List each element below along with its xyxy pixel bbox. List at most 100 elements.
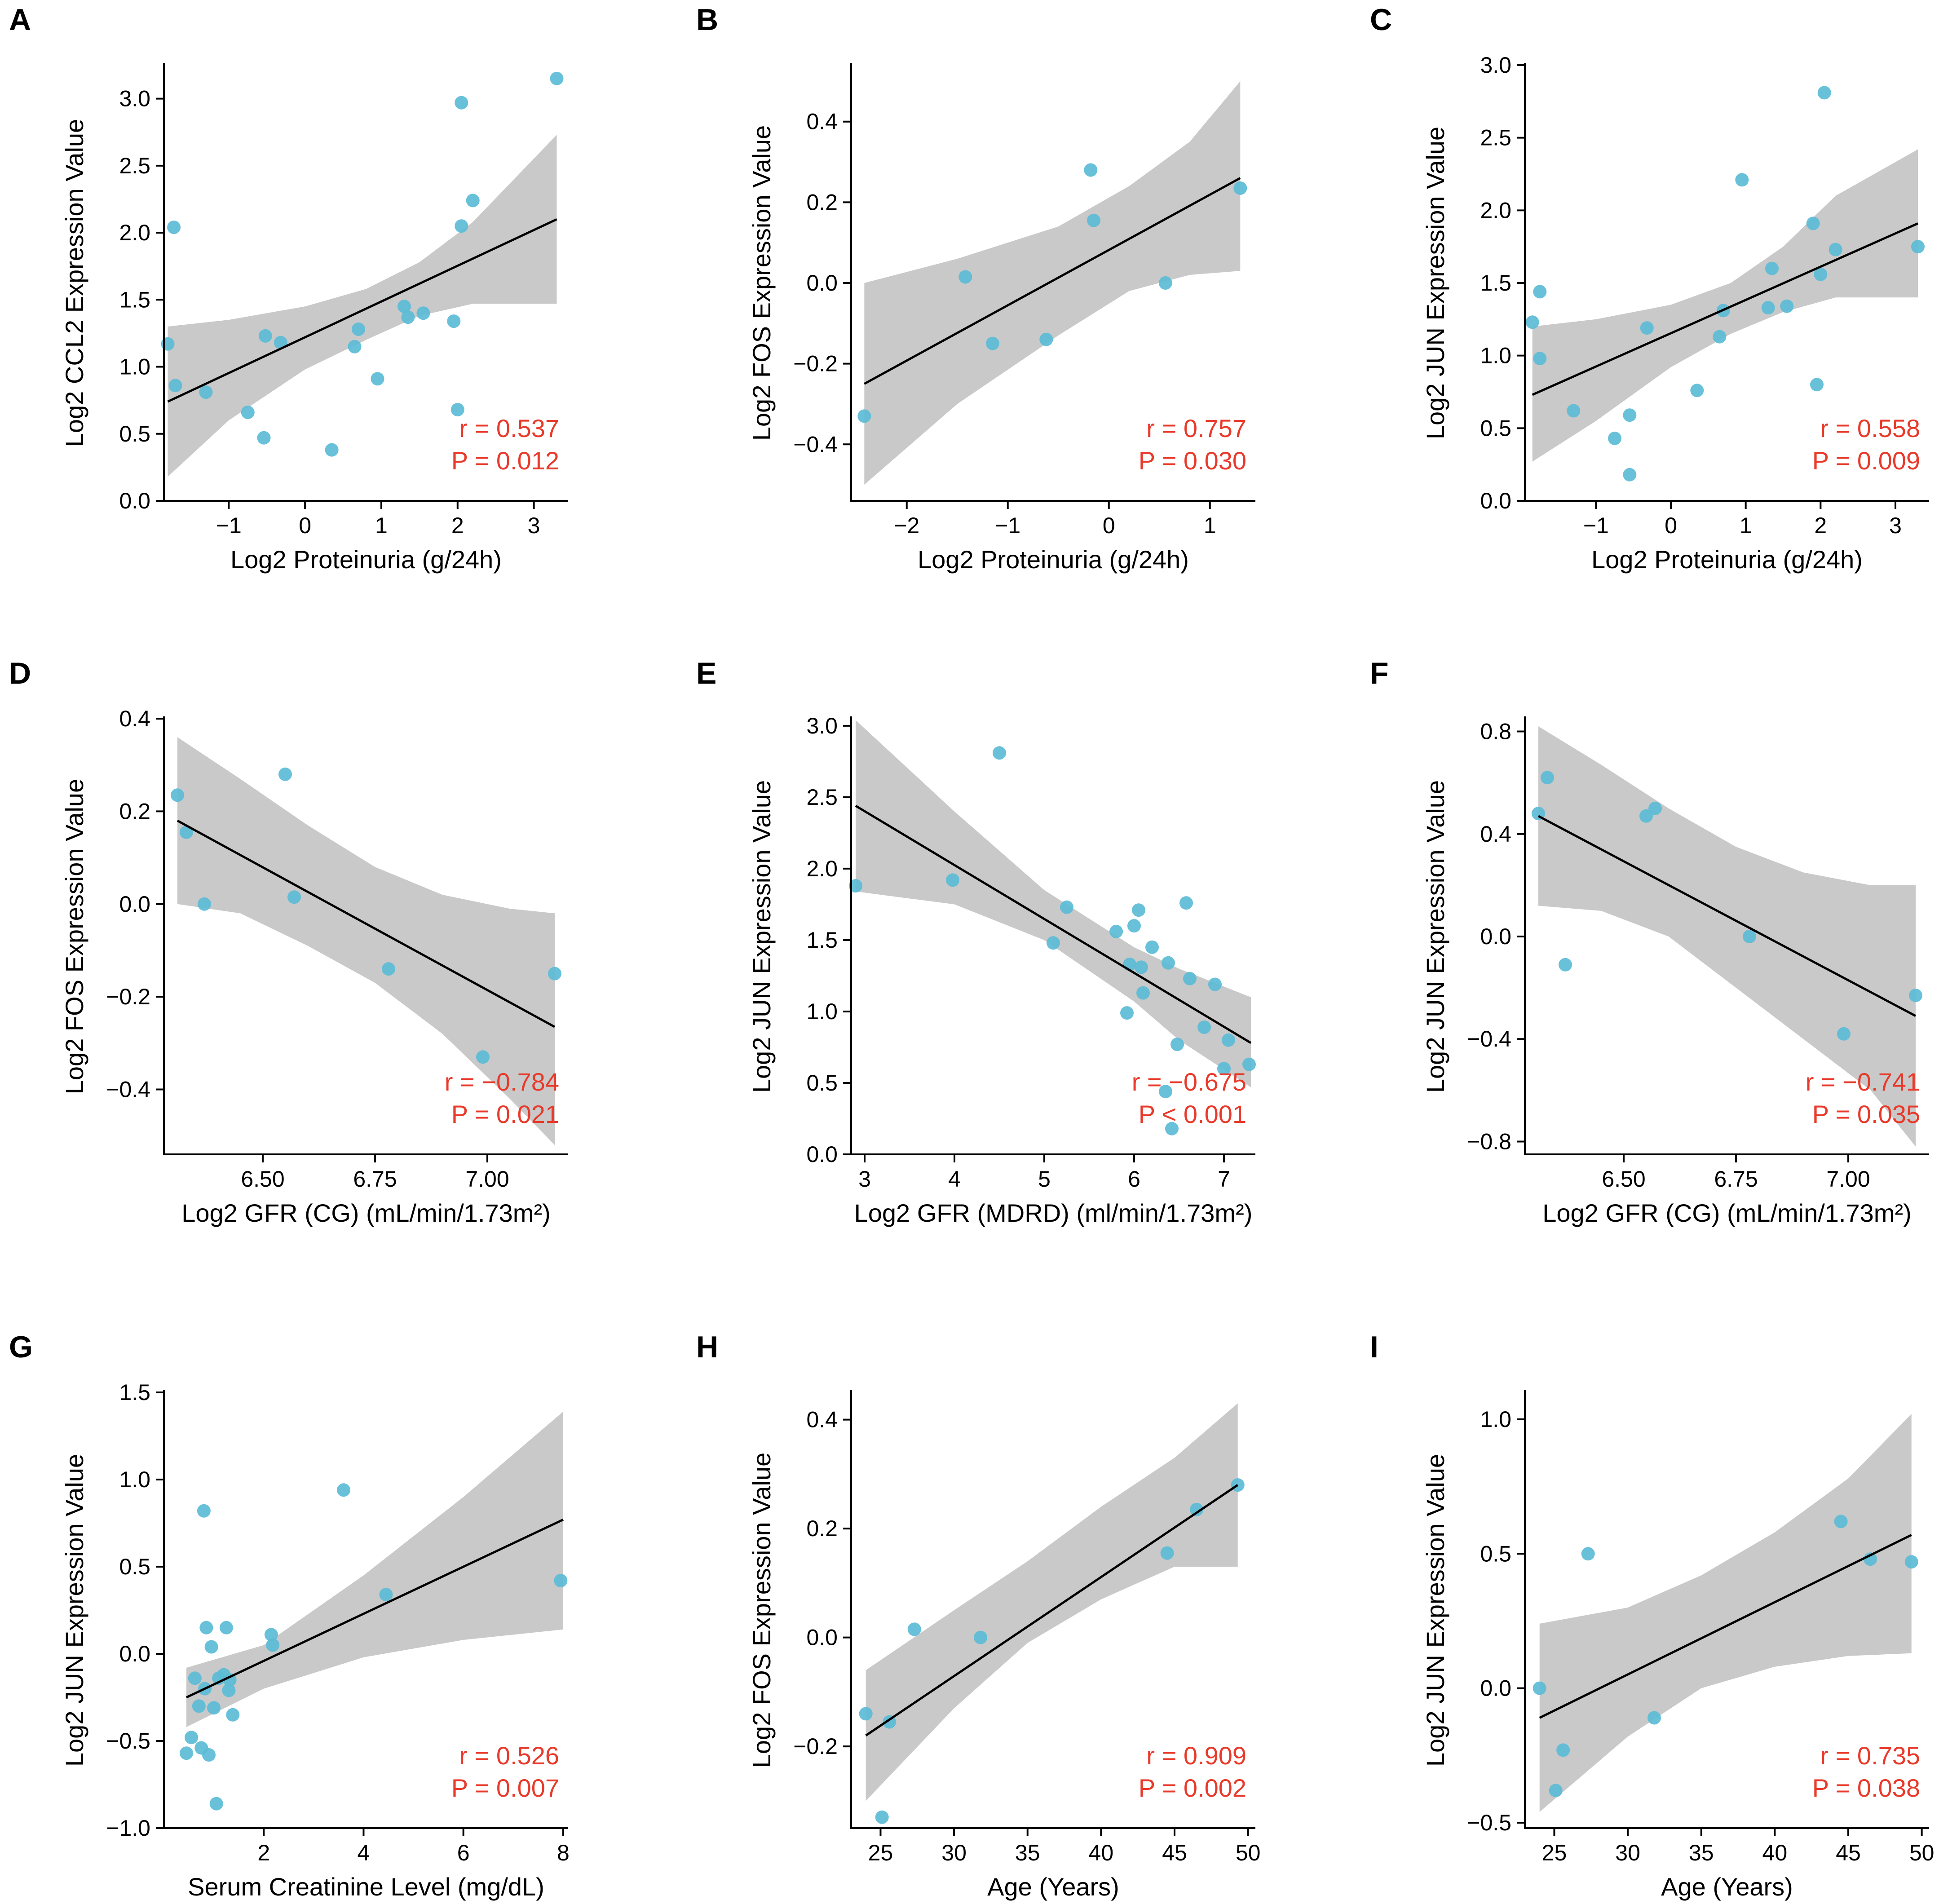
data-point — [1648, 801, 1662, 815]
x-tick-label: 4 — [358, 1840, 370, 1865]
data-point — [1087, 213, 1100, 227]
data-point — [1533, 352, 1547, 366]
y-tick-label: 1.0 — [119, 354, 150, 380]
y-tick-label: 0.8 — [1480, 719, 1511, 744]
y-tick-label: −1.0 — [106, 1816, 150, 1841]
y-tick-label: 2.5 — [119, 153, 150, 178]
data-point — [1109, 924, 1123, 938]
data-point — [1829, 243, 1842, 256]
p-value: P = 0.012 — [451, 446, 559, 475]
confidence-band — [1539, 1414, 1912, 1812]
y-tick-label: 2.0 — [806, 856, 838, 881]
data-point — [223, 1673, 237, 1687]
y-tick-label: 0.0 — [1480, 488, 1511, 513]
x-tick-label: −2 — [894, 513, 919, 538]
data-point — [168, 379, 182, 393]
x-tick-label: 6.75 — [353, 1166, 397, 1192]
y-tick-label: 1.0 — [1480, 1407, 1511, 1432]
data-point — [1170, 1038, 1184, 1051]
regression-line — [865, 1484, 1239, 1736]
y-tick-label: 0.0 — [1480, 924, 1511, 949]
data-point — [849, 879, 862, 893]
data-point — [455, 219, 468, 233]
data-point — [371, 372, 384, 386]
y-tick-label: 2.5 — [1480, 125, 1511, 150]
data-point — [278, 767, 292, 781]
y-axis-title: Log2 FOS Expression Value — [747, 1453, 776, 1768]
x-tick-label: 2 — [1814, 513, 1827, 538]
data-point — [185, 1731, 199, 1745]
data-point — [188, 1671, 202, 1685]
panel-b: B −2 −1 0 1 −0.4 −0.2 0.0 0.2 0.4 Log2 Proteinuria… — [696, 3, 1255, 574]
x-tick-label: 6 — [1128, 1166, 1140, 1192]
data-point — [264, 1628, 278, 1642]
data-point — [1084, 163, 1098, 177]
regression-line — [167, 218, 557, 403]
panel-letter: H — [696, 1330, 718, 1364]
y-tick-label: 0.2 — [806, 190, 838, 215]
data-point — [1162, 956, 1175, 970]
x-tick-label: 1 — [375, 513, 388, 538]
x-tick-label: 2 — [257, 1840, 270, 1865]
confidence-band — [864, 81, 1241, 485]
y-tick-label: 1.0 — [806, 999, 838, 1024]
data-point — [1810, 378, 1824, 392]
y-tick-label: 3.0 — [1480, 53, 1511, 78]
data-point — [382, 962, 395, 976]
regression-line — [177, 819, 556, 1028]
data-point — [1765, 261, 1779, 275]
data-point — [1136, 986, 1150, 1000]
data-point — [1541, 771, 1554, 785]
y-tick-label: 1.5 — [119, 1380, 150, 1405]
x-tick-label: 6.50 — [1602, 1166, 1645, 1192]
data-point — [197, 1504, 211, 1518]
data-point — [1834, 1515, 1848, 1529]
y-tick-label: −0.2 — [793, 1734, 838, 1759]
x-tick-label: 1 — [1740, 513, 1752, 538]
panel-a: A −1 0 1 2 3 0.0 0.5 1.0 1.5 2.0 2.5 3.0 Log2 Protein… — [9, 3, 568, 574]
y-tick-label: 0.4 — [806, 1407, 838, 1432]
x-tick-label: 1 — [1204, 513, 1216, 538]
x-tick-label: 50 — [1909, 1840, 1935, 1865]
x-tick-label: −1 — [1583, 513, 1609, 538]
data-point — [287, 890, 301, 904]
data-point — [1909, 989, 1922, 1003]
data-point — [1647, 1711, 1661, 1725]
x-tick-label: 4 — [948, 1166, 961, 1192]
regression-line — [1537, 815, 1917, 1017]
data-point — [1533, 1681, 1546, 1695]
data-point — [550, 71, 564, 85]
y-tick-label: 0.4 — [119, 706, 150, 731]
data-point — [875, 1810, 889, 1824]
data-point — [1549, 1784, 1563, 1798]
x-tick-label: 0 — [299, 513, 311, 538]
y-tick-label: 1.5 — [119, 287, 150, 312]
panel-f: F 6.50 6.75 7.00 −0.8 −0.4 0.0 0.4 0.8 Log2 GFR (… — [1370, 656, 1929, 1227]
confidence-band — [177, 737, 555, 1145]
data-point — [397, 300, 411, 314]
data-point — [907, 1622, 921, 1636]
data-point — [1120, 1006, 1134, 1020]
data-point — [1837, 1027, 1851, 1041]
y-axis-title: Log2 JUN Expression Value — [747, 780, 776, 1093]
y-tick-label: −0.4 — [1467, 1026, 1511, 1051]
x-tick-label: 8 — [557, 1840, 570, 1865]
x-tick-label: 25 — [1542, 1840, 1567, 1865]
panel-letter: G — [9, 1330, 33, 1364]
x-tick-label: 0 — [1103, 513, 1115, 538]
y-tick-label: 0.5 — [1480, 1541, 1511, 1566]
y-tick-label: 0.0 — [1480, 1676, 1511, 1701]
x-tick-label: 35 — [1689, 1840, 1714, 1865]
panel-i: I 25 30 35 40 45 50 −0.5 0.0 0.5 1.0 Age (Years) Log… — [1370, 1330, 1934, 1901]
p-value: P = 0.021 — [451, 1100, 559, 1128]
data-point — [1525, 315, 1539, 329]
correlation-coefficient: r = 0.735 — [1820, 1741, 1920, 1770]
data-point — [447, 314, 461, 328]
data-point — [204, 1640, 218, 1654]
data-point — [266, 1638, 280, 1652]
x-tick-label: 7.00 — [465, 1166, 509, 1192]
data-point — [1145, 940, 1159, 954]
data-point — [958, 270, 972, 284]
y-tick-label: −0.4 — [793, 432, 838, 457]
